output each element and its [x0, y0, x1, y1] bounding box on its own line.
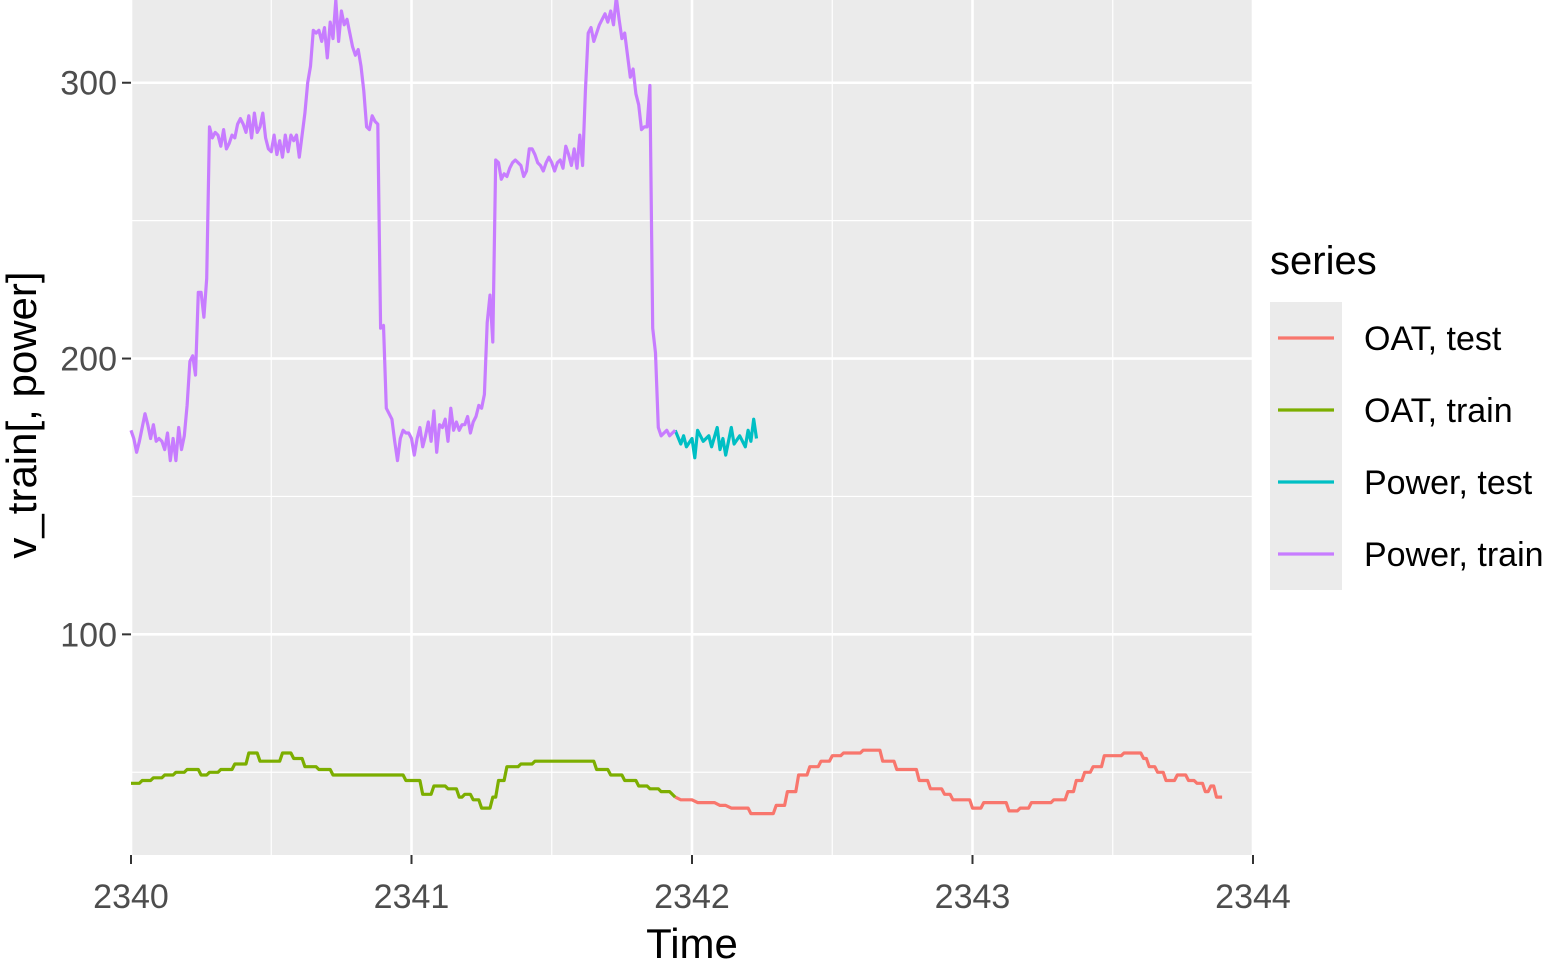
- series-line-oat-train: [131, 751, 677, 810]
- legend: series OAT, test OAT, train Power, test Pow…: [1270, 239, 1544, 590]
- legend-key-background: [1270, 302, 1342, 590]
- x-tick-label: 2344: [1215, 878, 1291, 916]
- y-tick-label: 100: [60, 616, 117, 654]
- series-line-power-train: [129, 0, 677, 463]
- y-tick-label: 200: [60, 341, 117, 379]
- axis-tick-labels: 2340 2341 2342 2343 2344 100 200 300: [60, 65, 1291, 916]
- legend-label-oat-test: OAT, test: [1364, 320, 1502, 358]
- legend-title: series: [1270, 239, 1377, 283]
- series-line-power-test: [673, 417, 759, 460]
- x-tick-label: 2343: [935, 878, 1011, 916]
- x-tick-label: 2342: [654, 878, 730, 916]
- y-tick-label: 300: [60, 65, 117, 103]
- legend-label-power-test: Power, test: [1364, 464, 1533, 502]
- legend-items: OAT, test OAT, train Power, test Power, tra…: [1270, 302, 1544, 590]
- grid-major: [129, 0, 1255, 855]
- legend-label-oat-train: OAT, train: [1364, 392, 1513, 430]
- series-layer: [129, 0, 1223, 816]
- y-axis-title: v_train[, power]: [0, 271, 45, 558]
- x-tick-label: 2340: [93, 878, 169, 916]
- x-axis-title: Time: [646, 920, 738, 964]
- legend-label-power-train: Power, train: [1364, 536, 1544, 574]
- series-line-oat-test: [674, 748, 1223, 816]
- axis-ticks: [122, 81, 1254, 864]
- x-tick-label: 2341: [374, 878, 450, 916]
